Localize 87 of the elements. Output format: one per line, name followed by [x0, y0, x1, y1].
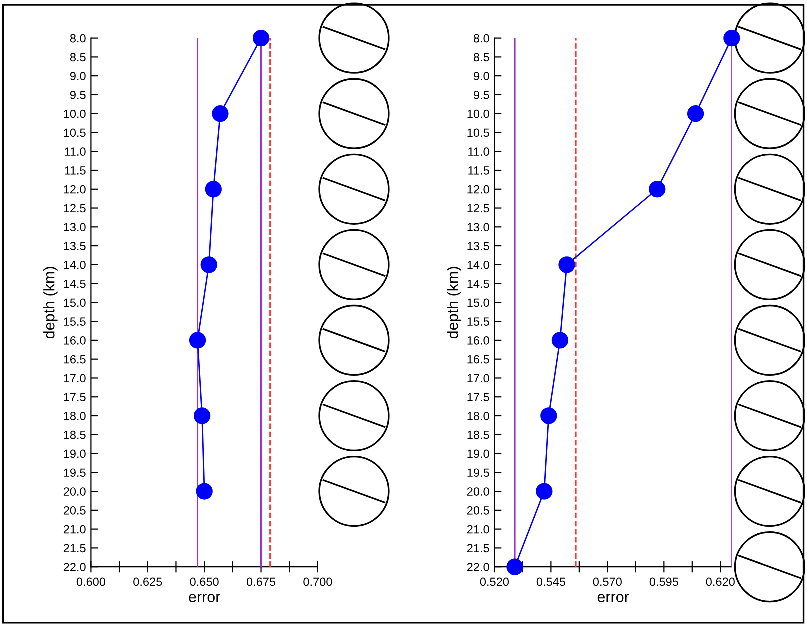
point — [649, 181, 666, 198]
point — [212, 106, 229, 122]
y-tick-label: 13.0 — [468, 223, 490, 232]
x-tick-label: 0.520 — [480, 578, 509, 586]
y-tick-label: 11.5 — [65, 166, 86, 175]
y-tick-label: 19.0 — [468, 450, 490, 458]
y-tick-label: 16.0 — [64, 336, 86, 345]
x-tick-label: 0.650 — [190, 578, 219, 586]
y-tick-label: 11.0 — [468, 148, 490, 156]
y-tick-label: 8.0 — [70, 34, 86, 43]
y-tick-label: 19.5 — [468, 468, 490, 478]
y-tick-label: 13.0 — [64, 223, 86, 232]
x-tick-label: 0.675 — [246, 578, 276, 586]
x-tick-label: 0.620 — [706, 578, 735, 586]
point — [194, 408, 211, 424]
y-tick-label: 20.0 — [64, 488, 86, 496]
y-tick-label: 10.5 — [468, 128, 490, 138]
y-tick-label: 18.0 — [468, 412, 490, 420]
y-tick-label: 17.0 — [468, 374, 490, 383]
x-tick-label: 0.570 — [593, 578, 622, 586]
y-tick-label: 16.0 — [468, 336, 490, 345]
y-tick-label: 9.0 — [474, 72, 490, 80]
x-tick-label: 0.625 — [134, 578, 162, 586]
point — [252, 30, 270, 47]
y-tick-label: 14.5 — [468, 280, 490, 288]
y-tick-label: 20.5 — [64, 506, 86, 515]
y-tick-label: 14.0 — [468, 260, 490, 270]
y-tick-label: 21.5 — [64, 544, 86, 553]
point — [200, 256, 218, 274]
y-tick-label: 18.0 — [64, 412, 86, 420]
y-tick-label: 19.0 — [64, 450, 86, 458]
x-tick-label: 0.600 — [76, 578, 106, 586]
y-tick-label: 15.0 — [64, 298, 86, 308]
point — [558, 256, 576, 274]
y-tick-label: 20.0 — [467, 488, 490, 496]
point — [552, 332, 569, 349]
point — [506, 558, 524, 576]
y-tick-label: 17.5 — [64, 393, 86, 402]
y-tick-label: 10.0 — [468, 110, 490, 118]
y-tick-label: 14.5 — [64, 280, 86, 288]
y-tick-label: 10.0 — [64, 110, 86, 118]
point — [687, 106, 704, 122]
y-tick-label: 15.5 — [64, 318, 86, 326]
y-tick-label: 9.0 — [70, 72, 86, 80]
x-tick-label: 0.700 — [304, 578, 332, 586]
point — [536, 483, 553, 500]
y-tick-label: 10.5 — [64, 128, 86, 138]
y-tick-label: 9.5 — [70, 90, 86, 100]
y-tick-label: 16.5 — [64, 355, 86, 364]
point — [205, 181, 222, 198]
x-tick-label: 0.545 — [536, 578, 566, 586]
y-tick-label: 19.5 — [64, 468, 86, 478]
y-tick-label: 17.5 — [468, 393, 490, 402]
x-tick-label: 0.595 — [650, 578, 678, 586]
y-tick-label: 9.5 — [474, 90, 490, 100]
y-tick-label: 11.0 — [65, 148, 86, 156]
y-tick-label: 8.5 — [474, 53, 490, 62]
y-tick-label: 11.5 — [468, 166, 490, 175]
y-tick-label: 13.5 — [468, 242, 490, 250]
y-tick-label: 21.0 — [64, 525, 86, 534]
y-tick-label: 14.0 — [64, 260, 86, 270]
y-tick-label: 12.0 — [468, 185, 490, 194]
point — [540, 408, 558, 424]
y-tick-label: 15.0 — [468, 298, 490, 308]
y-tick-label: 20.5 — [467, 506, 490, 515]
y-tick-label: 22.0 — [467, 563, 490, 572]
y-tick-label: 18.5 — [468, 430, 490, 440]
y-tick-label: 17.0 — [64, 374, 86, 383]
y-tick-label: 8.5 — [70, 53, 86, 62]
y-tick-label: 16.5 — [468, 355, 490, 364]
y-axis-title: depth (km) — [447, 267, 462, 339]
y-tick-label: 15.5 — [468, 318, 490, 326]
point — [189, 332, 206, 349]
y-tick-label: 8.0 — [474, 34, 490, 43]
y-tick-label: 22.0 — [64, 563, 86, 572]
y-axis-title: depth (km) — [44, 267, 58, 339]
y-tick-label: 12.5 — [468, 204, 490, 213]
y-tick-label: 13.5 — [64, 242, 86, 250]
y-tick-label: 12.5 — [64, 204, 86, 213]
x-axis-title: error — [189, 594, 220, 603]
y-tick-label: 12.0 — [64, 185, 86, 194]
point — [196, 483, 213, 500]
y-tick-label: 21.5 — [467, 544, 490, 553]
point — [724, 30, 740, 47]
x-axis-title: error — [598, 594, 630, 603]
y-tick-label: 21.0 — [467, 525, 490, 534]
y-tick-label: 18.5 — [64, 430, 86, 440]
